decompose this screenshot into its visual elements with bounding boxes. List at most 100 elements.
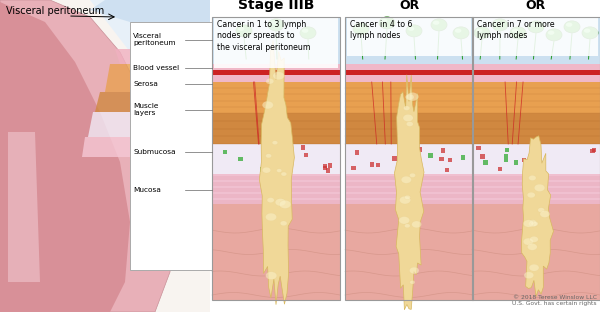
Ellipse shape [584,29,590,33]
Bar [445,168,449,172]
FancyBboxPatch shape [212,176,340,180]
Bar [498,167,502,171]
Ellipse shape [300,27,316,39]
FancyBboxPatch shape [212,144,340,174]
Polygon shape [259,40,295,305]
FancyBboxPatch shape [472,144,600,174]
Bar [439,157,443,161]
Ellipse shape [268,19,284,31]
Ellipse shape [277,169,282,173]
FancyBboxPatch shape [0,0,210,312]
Bar [304,153,308,157]
Polygon shape [90,0,210,52]
FancyBboxPatch shape [472,17,600,300]
Bar [484,160,488,165]
Text: Stage IIIB: Stage IIIB [238,0,314,12]
FancyBboxPatch shape [345,144,473,174]
FancyBboxPatch shape [212,182,340,186]
Bar [418,147,422,152]
Ellipse shape [238,27,244,31]
FancyBboxPatch shape [472,194,600,198]
Ellipse shape [494,21,500,25]
Ellipse shape [546,29,562,41]
Ellipse shape [548,31,554,35]
Polygon shape [95,92,210,112]
Polygon shape [105,64,210,92]
Ellipse shape [566,22,572,27]
FancyBboxPatch shape [345,204,473,300]
Ellipse shape [523,220,534,227]
Ellipse shape [433,21,439,25]
FancyBboxPatch shape [345,182,473,186]
Ellipse shape [266,79,274,84]
Ellipse shape [535,184,545,192]
Text: OR: OR [399,0,419,12]
FancyBboxPatch shape [212,113,340,144]
FancyBboxPatch shape [212,174,340,204]
FancyBboxPatch shape [212,194,340,198]
Ellipse shape [538,208,545,212]
Text: Cancer in 1 to 3 lymph
nodes or spreads to
the visceral peritoneum: Cancer in 1 to 3 lymph nodes or spreads … [217,20,311,52]
FancyBboxPatch shape [472,64,600,82]
FancyBboxPatch shape [472,17,600,64]
Ellipse shape [455,29,461,33]
Ellipse shape [431,19,447,31]
Bar [592,148,596,152]
Bar [392,156,397,161]
Ellipse shape [302,29,308,33]
FancyBboxPatch shape [347,18,471,56]
FancyBboxPatch shape [212,82,340,113]
FancyBboxPatch shape [472,82,600,113]
Ellipse shape [406,122,413,126]
Ellipse shape [280,221,287,226]
Bar [326,168,330,173]
Polygon shape [394,75,424,310]
Polygon shape [88,112,210,137]
Polygon shape [90,0,210,22]
Ellipse shape [530,220,536,224]
Bar [328,163,332,168]
Text: Submucosa: Submucosa [133,149,176,155]
FancyBboxPatch shape [472,204,600,300]
Bar [301,145,305,150]
Text: Muscle
layers: Muscle layers [133,104,158,116]
Ellipse shape [540,211,550,217]
Polygon shape [0,2,130,312]
Bar [274,153,278,157]
Ellipse shape [474,27,490,39]
Text: Cancer in 4 to 6
lymph nodes: Cancer in 4 to 6 lymph nodes [350,20,412,41]
Bar [503,154,508,158]
Ellipse shape [404,224,410,228]
Ellipse shape [530,22,536,27]
Ellipse shape [523,238,533,245]
FancyBboxPatch shape [345,188,473,192]
FancyBboxPatch shape [345,174,473,204]
FancyBboxPatch shape [130,22,212,270]
Ellipse shape [453,27,469,39]
Ellipse shape [272,141,278,145]
Ellipse shape [401,176,412,183]
Bar [351,166,356,170]
FancyBboxPatch shape [472,113,600,144]
Polygon shape [8,132,40,282]
FancyBboxPatch shape [472,70,600,75]
FancyBboxPatch shape [212,200,340,204]
Ellipse shape [510,27,526,39]
Text: Visceral
peritoneum: Visceral peritoneum [133,33,176,46]
FancyBboxPatch shape [345,70,473,75]
Ellipse shape [353,23,369,35]
FancyBboxPatch shape [345,82,473,113]
FancyBboxPatch shape [345,194,473,198]
FancyBboxPatch shape [212,17,340,300]
Ellipse shape [273,72,284,80]
Polygon shape [82,137,210,157]
FancyBboxPatch shape [472,174,600,204]
Ellipse shape [529,175,536,181]
Ellipse shape [266,272,277,280]
Text: Cancer in 7 or more
lymph nodes: Cancer in 7 or more lymph nodes [477,20,554,41]
Ellipse shape [262,167,271,173]
Bar [441,149,445,153]
FancyBboxPatch shape [214,18,338,68]
FancyBboxPatch shape [472,176,600,180]
Ellipse shape [524,272,534,279]
